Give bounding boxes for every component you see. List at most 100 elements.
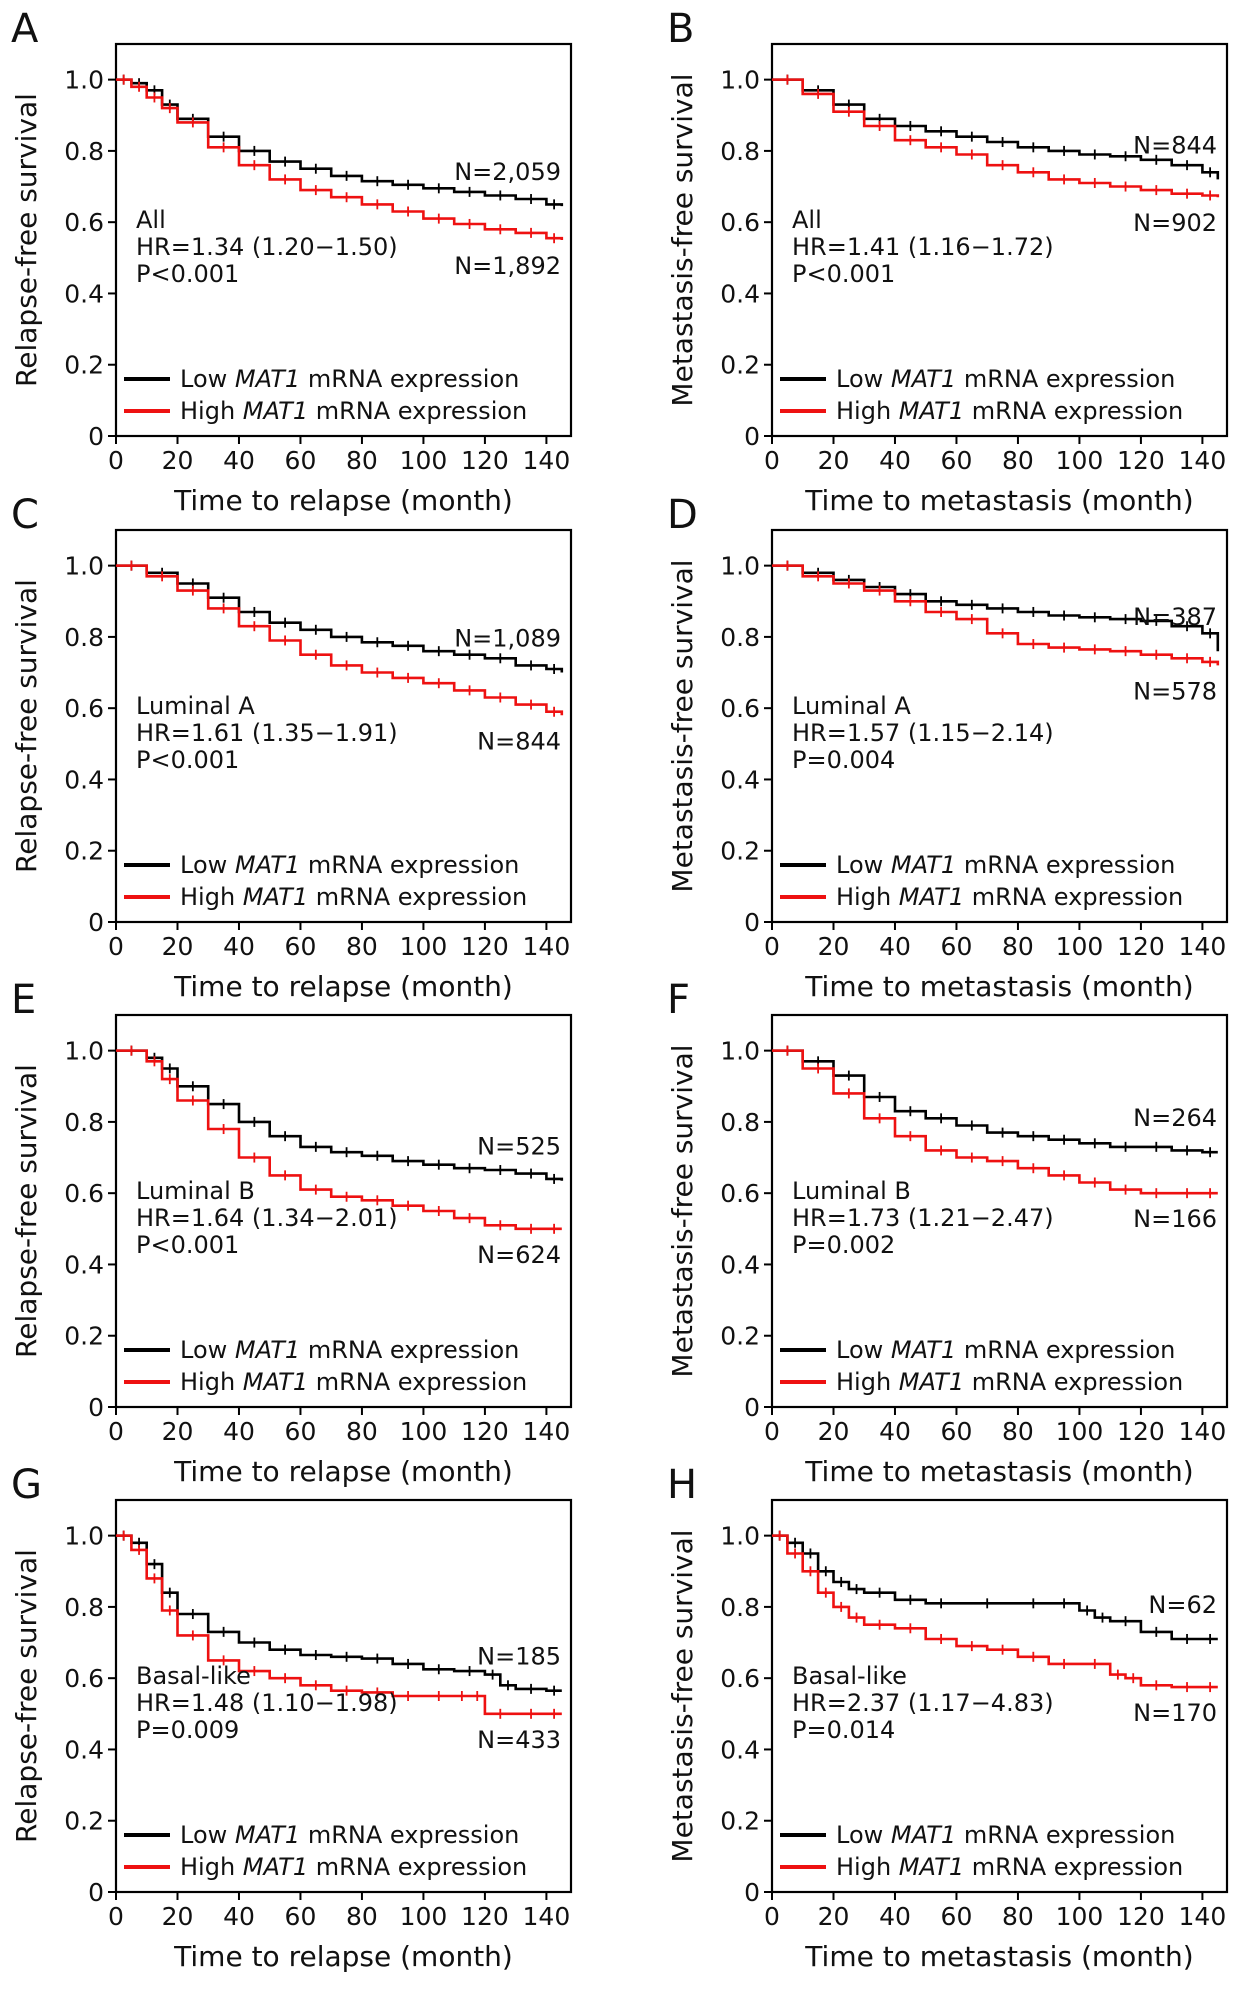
legend-entry-low: Low MAT1 mRNA expression [836,1821,1175,1849]
x-tick-label: 80 [1002,446,1034,475]
legend-suffix: mRNA expression [956,1336,1175,1364]
y-tick-label: 1.0 [720,66,760,95]
survival-curve-high [116,1049,562,1231]
legend-entry-low: Low MAT1 mRNA expression [836,1336,1175,1364]
y-tick-label: 0.6 [720,1179,760,1208]
p-value: P<0.001 [136,260,239,288]
x-tick-label: 140 [1179,932,1227,961]
subset-label: Luminal B [136,1177,255,1205]
legend-suffix: mRNA expression [300,365,519,393]
panel-a: A 0 0.2 0.4 0.6 0.8 1.0 0 20 40 60 80 100 120 140 Time … [10,6,573,517]
y-tick-label: 0.6 [64,1179,104,1208]
x-tick-label: 20 [162,446,194,475]
legend-gene: MAT1 [243,397,308,425]
panel-d: D 0 0.2 0.4 0.6 0.8 1.0 0 20 40 60 80 100 120 140 Time … [666,492,1229,1003]
panel-letter: H [667,1462,697,1508]
y-tick-label: 0.6 [64,208,104,237]
x-tick-label: 80 [346,1902,378,1931]
y-tick-label: 0.8 [64,1593,104,1622]
subset-label: Luminal A [792,692,911,720]
plot-frame [114,1498,573,1894]
survival-curve-high [116,564,564,716]
x-tick-label: 100 [400,1902,448,1931]
legend-prefix: High [180,397,243,425]
y-axis-label: Relapse-free survival [10,1549,43,1843]
y-tick-label: 0.8 [64,1108,104,1137]
survival-curve-high [116,78,564,240]
n-label: N=185 [477,1643,561,1671]
plot-frame [114,1013,573,1409]
legend-suffix: mRNA expression [300,1821,519,1849]
p-value: P<0.001 [792,260,895,288]
x-tick-label: 60 [285,1417,317,1446]
x-tick-label: 120 [1117,446,1165,475]
x-tick-label: 40 [223,446,255,475]
y-tick-label: 0.2 [64,1807,104,1836]
legend-gene: MAT1 [235,851,300,879]
subset-label: Luminal B [792,1177,911,1205]
x-tick-label: 100 [400,446,448,475]
legend-prefix: High [180,1853,243,1881]
y-tick-label: 0.8 [720,137,760,166]
hazard-ratio: HR=1.48 (1.10−1.98) [136,1689,398,1717]
x-tick-label: 0 [764,1902,780,1931]
legend-entry-low: Low MAT1 mRNA expression [180,1336,519,1364]
legend-gene: MAT1 [891,1821,956,1849]
x-tick-label: 20 [818,932,850,961]
x-tick-label: 0 [764,1417,780,1446]
subset-label: Luminal A [136,692,255,720]
n-label: N=2,059 [454,158,561,186]
legend-prefix: Low [836,851,891,879]
y-tick-label: 0.4 [64,765,104,794]
subset-label: Basal-like [792,1662,907,1690]
legend-prefix: High [836,1368,899,1396]
x-axis-label: Time to metastasis (month) [804,484,1193,517]
panel-letter: B [667,6,694,52]
y-tick-label: 1.0 [64,66,104,95]
x-tick-label: 0 [764,446,780,475]
y-tick-label: 0.6 [64,694,104,723]
y-tick-label: 0.4 [720,279,760,308]
n-label: N=1,089 [454,625,561,653]
legend-suffix: mRNA expression [956,851,1175,879]
legend-entry-low: Low MAT1 mRNA expression [836,851,1175,879]
x-tick-label: 140 [523,932,571,961]
subset-label: All [792,206,822,234]
x-tick-label: 20 [162,932,194,961]
n-label: N=170 [1133,1699,1217,1727]
n-label: N=902 [1133,209,1217,237]
legend-prefix: Low [836,1336,891,1364]
panel-letter: C [11,492,39,538]
x-tick-label: 100 [1056,932,1104,961]
y-tick-label: 0 [744,422,760,451]
legend-gene: MAT1 [243,883,308,911]
x-tick-label: 120 [1117,1902,1165,1931]
legend-gene: MAT1 [899,397,964,425]
legend-entry-high: High MAT1 mRNA expression [180,1368,527,1396]
x-tick-label: 0 [764,932,780,961]
y-axis-label: Metastasis-free survival [666,1529,699,1862]
y-tick-label: 0.8 [64,623,104,652]
x-tick-label: 60 [941,932,973,961]
y-tick-label: 0.2 [64,1322,104,1351]
y-tick-label: 0.2 [720,837,760,866]
hazard-ratio: HR=1.34 (1.20−1.50) [136,233,398,261]
y-axis-label: Metastasis-free survival [666,1044,699,1377]
legend-suffix: mRNA expression [964,883,1183,911]
panel-letter: G [11,1462,42,1508]
legend-prefix: Low [180,851,235,879]
x-tick-label: 80 [346,932,378,961]
x-tick-label: 60 [941,446,973,475]
legend-gene: MAT1 [899,883,964,911]
x-tick-label: 60 [285,1902,317,1931]
x-tick-label: 100 [1056,1902,1104,1931]
x-tick-label: 20 [162,1902,194,1931]
y-tick-label: 0.2 [720,1807,760,1836]
legend-suffix: mRNA expression [956,1821,1175,1849]
survival-curve-low [116,78,564,207]
panel-g: G 0 0.2 0.4 0.6 0.8 1.0 0 20 40 60 80 100 120 140 Time … [10,1462,573,1973]
y-tick-label: 0.8 [64,137,104,166]
y-tick-label: 1.0 [720,552,760,581]
hazard-ratio: HR=1.64 (1.34−2.01) [136,1204,398,1232]
